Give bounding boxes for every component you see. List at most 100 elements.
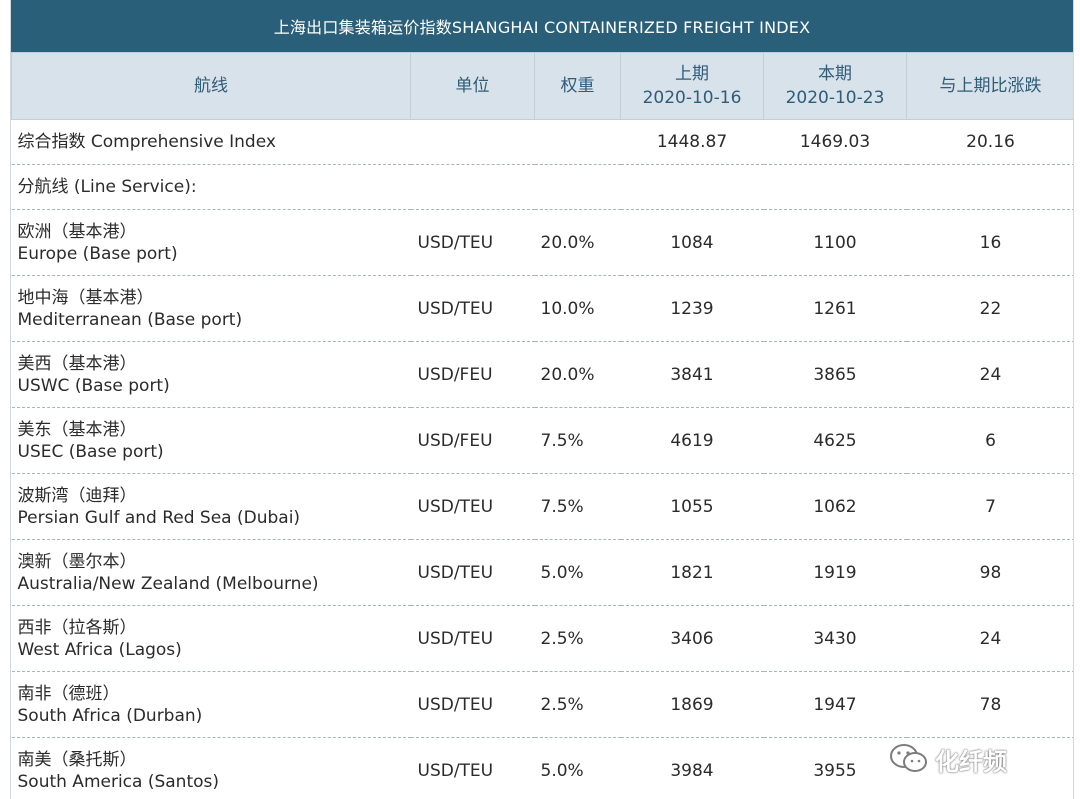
header-change: 与上期比涨跌: [906, 52, 1073, 120]
route-name: 南非（德班） South Africa (Durban): [11, 671, 411, 738]
route-unit: USD/TEU: [410, 209, 535, 276]
route-name: 地中海（基本港） Mediterranean (Base port): [11, 275, 411, 342]
route-name-cn: 南非（德班）: [17, 683, 120, 704]
route-current: 1062: [763, 473, 907, 540]
route-current: 3955: [763, 737, 907, 799]
comprehensive-index-current: 1469.03: [763, 119, 907, 165]
route-previous: 4619: [620, 407, 764, 474]
route-previous: 3406: [620, 605, 764, 672]
route-name: 南美（桑托斯） South America (Santos): [11, 737, 411, 799]
route-unit: USD/FEU: [410, 407, 535, 474]
route-name: 美西（基本港） USWC (Base port): [11, 341, 411, 408]
freight-index-table-frame: 上海出口集装箱运价指数SHANGHAI CONTAINERIZED FREIGH…: [10, 0, 1074, 799]
header-previous-date: 2020-10-16: [642, 88, 742, 108]
route-name: 澳新（墨尔本） Australia/New Zealand (Melbourne): [11, 539, 411, 606]
wechat-watermark: 化纤频: [889, 737, 1039, 781]
route-name-cn: 波斯湾（迪拜）: [17, 485, 137, 506]
route-previous: 3984: [620, 737, 764, 799]
route-name-en: USEC (Base port): [17, 441, 164, 462]
header-row: 航线 单位 权重 上期 2020-10-16 本期 2020-10-23 与上期…: [11, 52, 1073, 120]
route-name: 欧洲（基本港） Europe (Base port): [11, 209, 411, 276]
route-change: 98: [906, 539, 1073, 606]
header-previous-period: 上期 2020-10-16: [620, 52, 764, 120]
comprehensive-index-name: 综合指数 Comprehensive Index: [11, 119, 621, 165]
route-change: 6: [906, 407, 1073, 474]
route-change: 24: [906, 341, 1073, 408]
route-name: 西非（拉各斯） West Africa (Lagos): [11, 605, 411, 672]
route-current: 3430: [763, 605, 907, 672]
route-row: 地中海（基本港） Mediterranean (Base port) USD/TEU…: [11, 275, 1073, 342]
route-current: 1100: [763, 209, 907, 276]
route-change: 78: [906, 671, 1073, 738]
route-name-en: Australia/New Zealand (Melbourne): [17, 573, 319, 594]
line-service-label: 分航线 (Line Service):: [11, 164, 1073, 210]
header-unit: 单位: [410, 52, 535, 120]
route-weight: 2.5%: [534, 605, 621, 672]
route-current: 3865: [763, 341, 907, 408]
route-previous: 1869: [620, 671, 764, 738]
route-unit: USD/FEU: [410, 341, 535, 408]
route-current: 1261: [763, 275, 907, 342]
route-previous: 1821: [620, 539, 764, 606]
route-weight: 5.0%: [534, 737, 621, 799]
route-name-en: USWC (Base port): [17, 375, 170, 396]
route-name-en: West Africa (Lagos): [17, 639, 182, 660]
route-name: 美东（基本港） USEC (Base port): [11, 407, 411, 474]
route-name-en: South Africa (Durban): [17, 705, 203, 726]
header-weight: 权重: [534, 52, 621, 120]
header-previous-label: 上期: [675, 64, 709, 84]
watermark-text: 化纤频: [935, 747, 1007, 776]
route-row: 欧洲（基本港） Europe (Base port) USD/TEU 20.0% 108…: [11, 209, 1073, 276]
route-name-en: Persian Gulf and Red Sea (Dubai): [17, 507, 301, 528]
route-name-cn: 地中海（基本港）: [17, 287, 154, 308]
route-change: 16: [906, 209, 1073, 276]
route-row: 西非（拉各斯） West Africa (Lagos) USD/TEU 2.5% 340…: [11, 605, 1073, 672]
header-current-period: 本期 2020-10-23: [763, 52, 907, 120]
table-title: 上海出口集装箱运价指数SHANGHAI CONTAINERIZED FREIGH…: [11, 0, 1073, 52]
freight-index-table: 航线 单位 权重 上期 2020-10-16 本期 2020-10-23 与上期…: [11, 52, 1073, 799]
route-unit: USD/TEU: [410, 473, 535, 540]
route-name-cn: 欧洲（基本港）: [17, 221, 137, 242]
route-name-cn: 澳新（墨尔本）: [17, 551, 137, 572]
route-unit: USD/TEU: [410, 671, 535, 738]
route-row: 美西（基本港） USWC (Base port) USD/FEU 20.0% 3841 3…: [11, 341, 1073, 408]
wechat-icon: [890, 744, 927, 772]
route-weight: 7.5%: [534, 473, 621, 540]
header-route: 航线: [11, 52, 411, 120]
route-current: 1947: [763, 671, 907, 738]
route-name: 波斯湾（迪拜） Persian Gulf and Red Sea (Dubai): [11, 473, 411, 540]
header-current-date: 2020-10-23: [785, 88, 885, 108]
route-unit: USD/TEU: [410, 737, 535, 799]
route-row: 南非（德班） South Africa (Durban) USD/TEU 2.5% 18…: [11, 671, 1073, 738]
route-change: [906, 737, 1073, 799]
route-name-cn: 美东（基本港）: [17, 419, 137, 440]
route-unit: USD/TEU: [410, 605, 535, 672]
route-row: 南美（桑托斯） South America (Santos) USD/TEU 5.0%…: [11, 737, 1073, 799]
route-unit: USD/TEU: [410, 539, 535, 606]
route-change: 22: [906, 275, 1073, 342]
route-change: 24: [906, 605, 1073, 672]
route-previous: 1055: [620, 473, 764, 540]
route-name-cn: 美西（基本港）: [17, 353, 137, 374]
route-current: 4625: [763, 407, 907, 474]
route-name-en: Europe (Base port): [17, 243, 178, 264]
comprehensive-index-change: 20.16: [906, 119, 1073, 165]
route-current: 1919: [763, 539, 907, 606]
route-previous: 1239: [620, 275, 764, 342]
route-weight: 2.5%: [534, 671, 621, 738]
route-change: 7: [906, 473, 1073, 540]
header-current-label: 本期: [818, 64, 852, 84]
route-name-en: Mediterranean (Base port): [17, 309, 243, 330]
route-name-cn: 西非（拉各斯）: [17, 617, 137, 638]
route-weight: 7.5%: [534, 407, 621, 474]
route-weight: 10.0%: [534, 275, 621, 342]
comprehensive-index-row: 综合指数 Comprehensive Index 1448.87 1469.03…: [11, 119, 1073, 165]
route-row: 澳新（墨尔本） Australia/New Zealand (Melbourne)…: [11, 539, 1073, 606]
route-previous: 3841: [620, 341, 764, 408]
route-row: 美东（基本港） USEC (Base port) USD/FEU 7.5% 4619 46…: [11, 407, 1073, 474]
route-weight: 20.0%: [534, 341, 621, 408]
route-unit: USD/TEU: [410, 275, 535, 342]
line-service-section-row: 分航线 (Line Service):: [11, 164, 1073, 210]
route-weight: 5.0%: [534, 539, 621, 606]
route-previous: 1084: [620, 209, 764, 276]
